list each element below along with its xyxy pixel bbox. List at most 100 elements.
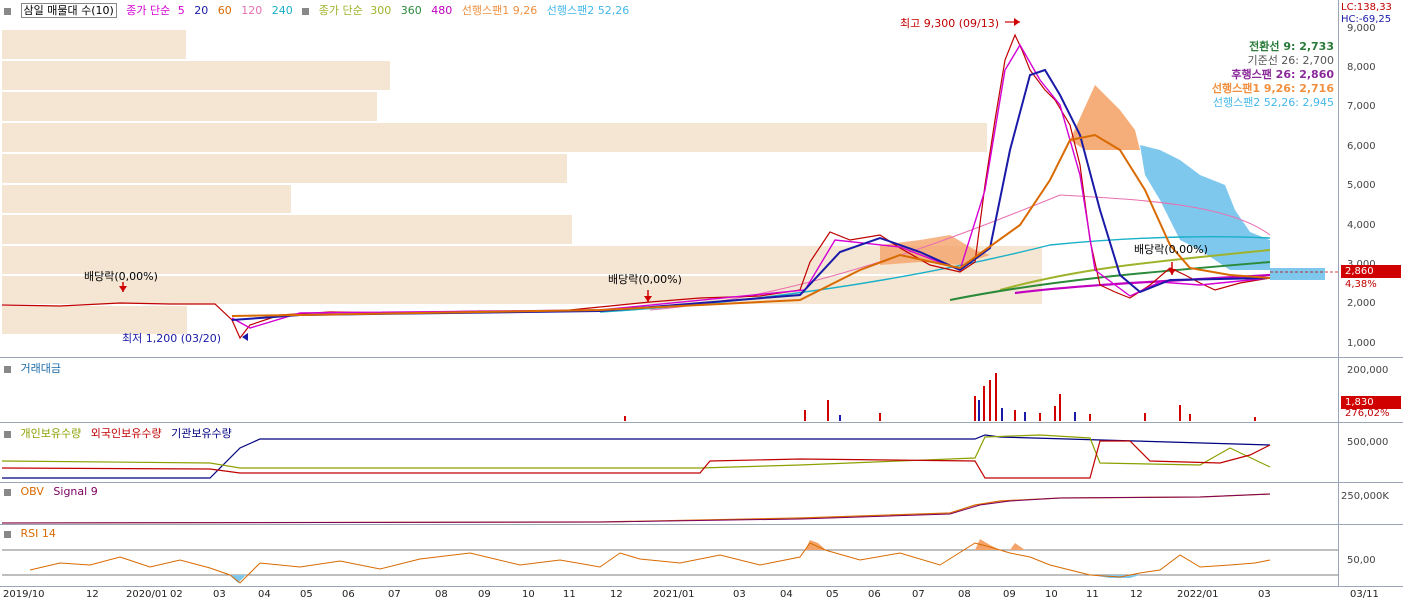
ma-360	[949, 261, 1271, 301]
ichimoku-readout: 전환선 9: 2,733 기준선 26: 2,700 후행스팬 26: 2,86…	[1212, 40, 1334, 110]
holdings-individual: 개인보유수량	[20, 427, 82, 440]
x-label: 04	[258, 589, 271, 600]
ma-period-20: 20	[194, 4, 209, 17]
individual-holdings-line	[1, 434, 1271, 469]
volume-axis[interactable]: 200,000 1,830 276,02%	[1338, 358, 1403, 423]
x-label: 10	[1045, 589, 1058, 600]
price-chart	[1, 18, 1338, 341]
span1-label: 선행스팬1 9,26	[461, 4, 538, 17]
price-tick: 4,000	[1347, 220, 1376, 231]
x-label: 09	[478, 589, 491, 600]
x-axis[interactable]: 2019/10 12 2020/01 02 03 04 05 06 07 08 …	[0, 587, 1403, 606]
obv-legend: OBV Signal 9	[4, 485, 104, 498]
dividend-annotation-2: 배당락(0,00%)	[608, 273, 682, 286]
ma-period-120: 120	[241, 4, 263, 17]
ma-300	[999, 249, 1271, 291]
rsi-chart	[2, 539, 1338, 584]
price-chart-pane[interactable]: 삼일 매물대 수(10) 종가 단순 5 20 60 120 240 종가 단순…	[0, 0, 1338, 358]
rsi-toggle-icon[interactable]	[4, 530, 11, 538]
profile-bar	[2, 92, 377, 121]
holdings-legend: 개인보유수량 외국인보유수량 기관보유수량	[4, 425, 238, 441]
rsi-pane[interactable]: RSI 14	[0, 525, 1338, 587]
holdings-tick: 500,000	[1347, 437, 1389, 448]
price-series	[1, 33, 1271, 340]
price-tick: 1,000	[1347, 338, 1376, 349]
x-label: 06	[868, 589, 881, 600]
obv-pane[interactable]: OBV Signal 9	[0, 483, 1338, 525]
price-tick: 6,000	[1347, 141, 1376, 152]
obv-toggle-icon[interactable]	[4, 488, 11, 496]
volume-change-pct: 276,02%	[1345, 408, 1390, 419]
profile-bar	[2, 154, 567, 183]
rsi-title: RSI 14	[20, 527, 56, 540]
x-label: 06	[342, 589, 355, 600]
indicator-toggle-icon[interactable]	[4, 7, 11, 15]
holdings-toggle-icon[interactable]	[4, 430, 11, 438]
rsi-oversold-fill	[230, 575, 1140, 583]
price-tick: 8,000	[1347, 62, 1376, 73]
volume-pane[interactable]: 거래대금	[0, 358, 1338, 423]
x-label: 10	[522, 589, 535, 600]
profile-bar	[2, 123, 987, 152]
ma-120	[649, 194, 1271, 311]
x-label: 09	[1003, 589, 1016, 600]
cloud-right	[1270, 268, 1325, 280]
profile-bar	[2, 306, 187, 334]
rsi-overbought-fill	[805, 539, 1025, 550]
volume-profile	[2, 30, 1042, 334]
price-tick: 7,000	[1347, 101, 1376, 112]
volume-title: 거래대금	[20, 362, 61, 375]
x-label: 08	[958, 589, 971, 600]
conversion-line-value: 전환선 9: 2,733	[1249, 40, 1334, 53]
x-label: 2022/01	[1177, 589, 1219, 600]
obv-chart	[1, 493, 1271, 524]
leading-span1-value: 선행스팬1 9,26: 2,716	[1211, 82, 1334, 95]
price-axis[interactable]: LC:138,33 HC:-69,25 9,000 8,000 7,000 6,…	[1338, 0, 1403, 358]
lc-readout: LC:138,33	[1341, 2, 1392, 13]
low-arrow	[242, 333, 248, 341]
volume-toggle-icon[interactable]	[4, 365, 11, 373]
low-annotation: 최저 1,200 (03/20)	[122, 332, 222, 345]
cloud-blue	[1140, 145, 1270, 270]
profile-bar	[2, 246, 1042, 274]
hc-readout: HC:-69,25	[1341, 14, 1392, 25]
lagging-span-value: 후행스팬 26: 2,860	[1231, 68, 1334, 81]
ma-period-360: 360	[400, 4, 422, 17]
x-label: 02	[170, 589, 183, 600]
long-ma-toggle-icon[interactable]	[302, 7, 310, 15]
profile-bar	[2, 215, 572, 244]
ma-60	[231, 133, 1271, 317]
high-annotation: 최고 9,300 (09/13)	[900, 17, 1000, 30]
x-label: 11	[563, 589, 576, 600]
rsi-axis[interactable]: 50,00	[1338, 525, 1403, 587]
profile-bar	[2, 185, 291, 213]
dividend-annotation-3: 배당락(0,00%)	[1134, 243, 1208, 256]
current-price-badge: 2,860	[1341, 265, 1401, 278]
volume-chart	[624, 373, 1256, 421]
x-label: 12	[86, 589, 99, 600]
x-label: 04	[780, 589, 793, 600]
volume-tick: 200,000	[1347, 365, 1389, 376]
obv-axis[interactable]: 250,000K	[1338, 483, 1403, 525]
holdings-pane[interactable]: 개인보유수량 외국인보유수량 기관보유수량	[0, 423, 1338, 483]
volume-current-badge: 1,830	[1341, 396, 1401, 409]
current-change-pct: 4,38%	[1345, 279, 1377, 290]
x-label: 11	[1086, 589, 1099, 600]
x-label: 03	[733, 589, 746, 600]
ma-period-300: 300	[370, 4, 392, 17]
holdings-axis[interactable]: 500,000	[1338, 423, 1403, 483]
volume-bars	[624, 373, 1256, 421]
price-tick: 5,000	[1347, 180, 1376, 191]
x-label: 12	[1130, 589, 1143, 600]
x-label: 03	[1258, 589, 1271, 600]
x-label: 05	[300, 589, 313, 600]
x-label: 03	[213, 589, 226, 600]
price-tick: 2,000	[1347, 298, 1376, 309]
leading-span2-value: 선행스팬2 52,26: 2,945	[1212, 96, 1334, 109]
rsi-line	[29, 542, 1271, 584]
price-legend-title[interactable]: 삼일 매물대 수(10)	[20, 3, 117, 18]
obv-tick: 250,000K	[1341, 491, 1389, 502]
ma-period-480: 480	[431, 4, 453, 17]
price-tick: 9,000	[1347, 23, 1376, 34]
foreign-holdings-line	[1, 440, 1271, 479]
